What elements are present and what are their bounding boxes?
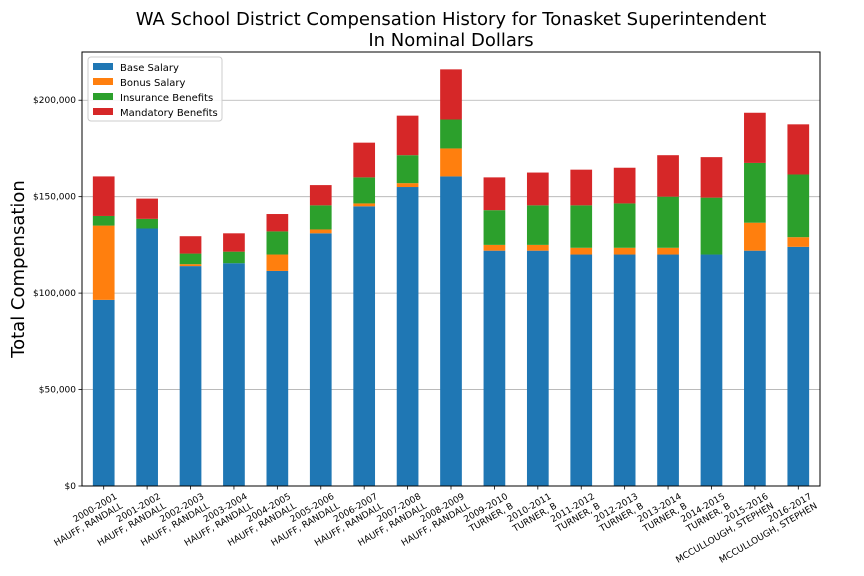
bar-segment (440, 119, 462, 149)
bar-segment (396, 187, 419, 486)
chart-title-line-2: In Nominal Dollars (368, 30, 533, 51)
legend-swatch (93, 78, 113, 85)
bar-segment (136, 198, 158, 219)
bar-segment (179, 266, 202, 486)
bar-segment (353, 142, 376, 178)
bar-segment (483, 244, 506, 251)
bar-segment (92, 176, 115, 216)
bar-segment (309, 185, 332, 206)
legend-label: Bonus Salary (120, 78, 186, 89)
bar-segment (570, 247, 593, 255)
bar-segment (483, 177, 506, 211)
bar-segment (526, 250, 549, 486)
bar-segment (179, 253, 202, 265)
y-tick-label: $50,000 (39, 386, 76, 396)
legend-swatch (93, 108, 113, 115)
bar-segment (657, 247, 679, 255)
bar-segment (396, 155, 419, 184)
bar-segment (179, 236, 202, 254)
bar-segment (353, 203, 376, 207)
bar-segment (266, 254, 289, 271)
y-tick-label: $0 (65, 482, 77, 492)
bar-segment (266, 214, 289, 232)
bar-segment (700, 254, 723, 486)
bar-segment (657, 155, 679, 197)
bar-segment (526, 172, 549, 206)
bar-segment (483, 250, 506, 486)
y-tick-label: $100,000 (33, 289, 76, 299)
bar-segment (309, 229, 332, 234)
bar-segment (787, 237, 810, 247)
bar-segment (266, 270, 289, 486)
bar-segment (570, 205, 593, 248)
bar-segment (744, 222, 766, 251)
bar-segment (396, 183, 419, 188)
bar-segment (787, 174, 810, 238)
bar-segment (526, 205, 549, 245)
bar-segment (483, 210, 506, 245)
bar-segment (613, 254, 636, 486)
legend: Base Salary Bonus Salary Insurance Benefit… (87, 56, 223, 122)
bar-segment (223, 263, 245, 486)
bar-segment (92, 299, 115, 486)
bar-segment (613, 247, 636, 255)
bar-segment (613, 203, 636, 248)
bar-segment (787, 124, 810, 175)
bar-segment (787, 246, 810, 486)
bar-segment (613, 167, 636, 204)
legend-swatch (93, 63, 113, 70)
bar-segment (92, 215, 115, 226)
bar-segment (136, 218, 158, 229)
bar-segment (570, 169, 593, 206)
bar-segment (309, 233, 332, 486)
bar-segment (353, 206, 376, 487)
bar-segment (92, 225, 115, 300)
bar-segment (309, 205, 332, 230)
legend-swatch (93, 93, 113, 100)
legend-box (87, 56, 223, 122)
y-tick-label: $200,000 (33, 96, 76, 106)
bar-segment (744, 250, 766, 486)
bar-segment (700, 197, 723, 255)
bar-segment (223, 233, 245, 252)
y-axis-ticks: $0 $50,000 $100,000 $150,000 $200,000 (33, 96, 82, 492)
bar-segment (179, 264, 202, 267)
bar-segment (700, 157, 723, 198)
bars (92, 69, 810, 487)
bar-segment (440, 176, 462, 486)
bar-segment (657, 254, 679, 486)
bar-segment (440, 69, 462, 120)
bar-segment (136, 228, 158, 486)
bar-segment (353, 177, 376, 204)
legend-label: Base Salary (120, 63, 179, 74)
y-axis-label: Total Compensation (8, 180, 29, 359)
bar-segment (440, 148, 462, 177)
bar-segment (744, 162, 766, 223)
bar-segment (744, 112, 766, 163)
bar-segment (396, 115, 419, 156)
chart-title-line-1: WA School District Compensation History … (136, 9, 767, 30)
bar-segment (657, 196, 679, 248)
bar-segment (570, 254, 593, 486)
bar-segment (266, 231, 289, 255)
legend-label: Insurance Benefits (120, 93, 213, 104)
bar-segment (223, 251, 245, 264)
y-tick-label: $150,000 (33, 193, 76, 203)
legend-label: Mandatory Benefits (120, 108, 218, 119)
bar-segment (526, 244, 549, 251)
